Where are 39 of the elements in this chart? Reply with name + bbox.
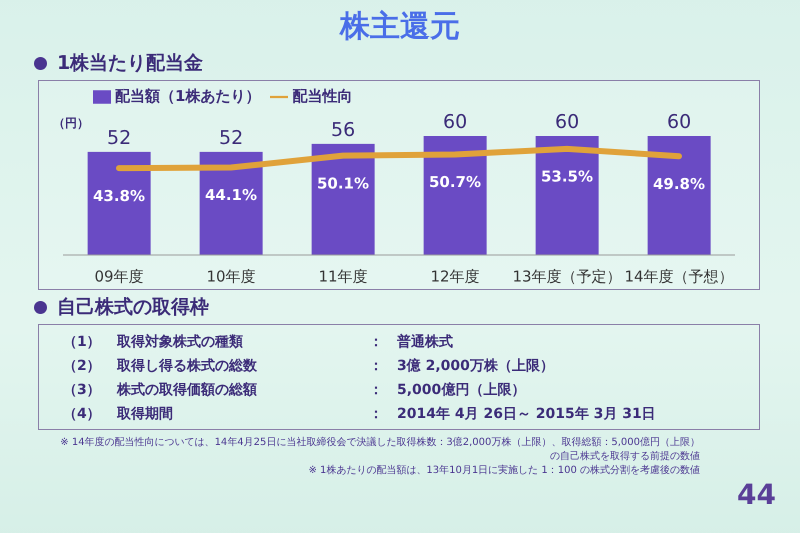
- legend-label: 配当性向: [292, 87, 352, 105]
- text: 44: [737, 478, 776, 511]
- x-tick-label: 10年度: [206, 268, 256, 286]
- data-label: 60: [667, 111, 692, 133]
- chart-title: 株主還元: [340, 9, 460, 44]
- chart-subtitle: 1株当たり配当金: [57, 52, 204, 74]
- x-tick-label: 12年度: [430, 268, 480, 286]
- data-label: 50.7%: [428, 173, 482, 192]
- text: ※ 14年度の配当性向については、14年4月25日に当社取締役会で決議した取得株数：3億2,000万株（上限）、取得総額：5,000億円（上限）の自己株式を取得する前提の数値: [60, 437, 700, 462]
- data-label: 53.5%: [540, 168, 594, 186]
- text: ： 普通株式: [369, 334, 453, 350]
- text: 自己株式の取得枠: [57, 296, 209, 318]
- data-label: 43.8%: [92, 186, 146, 205]
- data-label: 60: [555, 111, 580, 133]
- text: ※ 1株あたりの配当額は、13年10月1日に実施した 1：100 の株式分割を考慮後の数値: [308, 465, 700, 476]
- text: （4）: [63, 406, 101, 422]
- text: （2）: [63, 358, 101, 374]
- text: （3）: [63, 382, 101, 398]
- data-label: 49.8%: [652, 174, 706, 193]
- text: 取得期間: [117, 406, 173, 422]
- data-label: 50.1%: [316, 174, 370, 192]
- y-axis-title: （円）: [53, 116, 89, 130]
- text: 取得し得る株式の総数: [117, 358, 257, 374]
- text: 株式の取得価額の総額: [117, 382, 257, 398]
- x-tick-label: 14年度（予想）: [624, 268, 734, 286]
- data-label: 60: [443, 111, 468, 133]
- data-label: 52: [107, 126, 132, 149]
- text: ： 3億 2,000万株（上限）: [369, 358, 554, 374]
- x-tick-label: 11年度: [318, 268, 368, 286]
- text: ： 2014年 4月 26日～ 2015年 3月 31日: [369, 406, 656, 422]
- data-label: 44.1%: [204, 186, 258, 204]
- text: 取得対象株式の種類: [117, 334, 243, 350]
- data-label: 52: [219, 126, 244, 149]
- text: （1）: [63, 334, 101, 350]
- x-tick-label: 09年度: [94, 268, 144, 286]
- x-tick-label: 13年度（予定）: [512, 268, 622, 286]
- text: ： 5,000億円（上限）: [369, 382, 526, 398]
- legend-label: 配当額（1株あたり）: [115, 87, 260, 105]
- data-label: 56: [331, 118, 356, 141]
